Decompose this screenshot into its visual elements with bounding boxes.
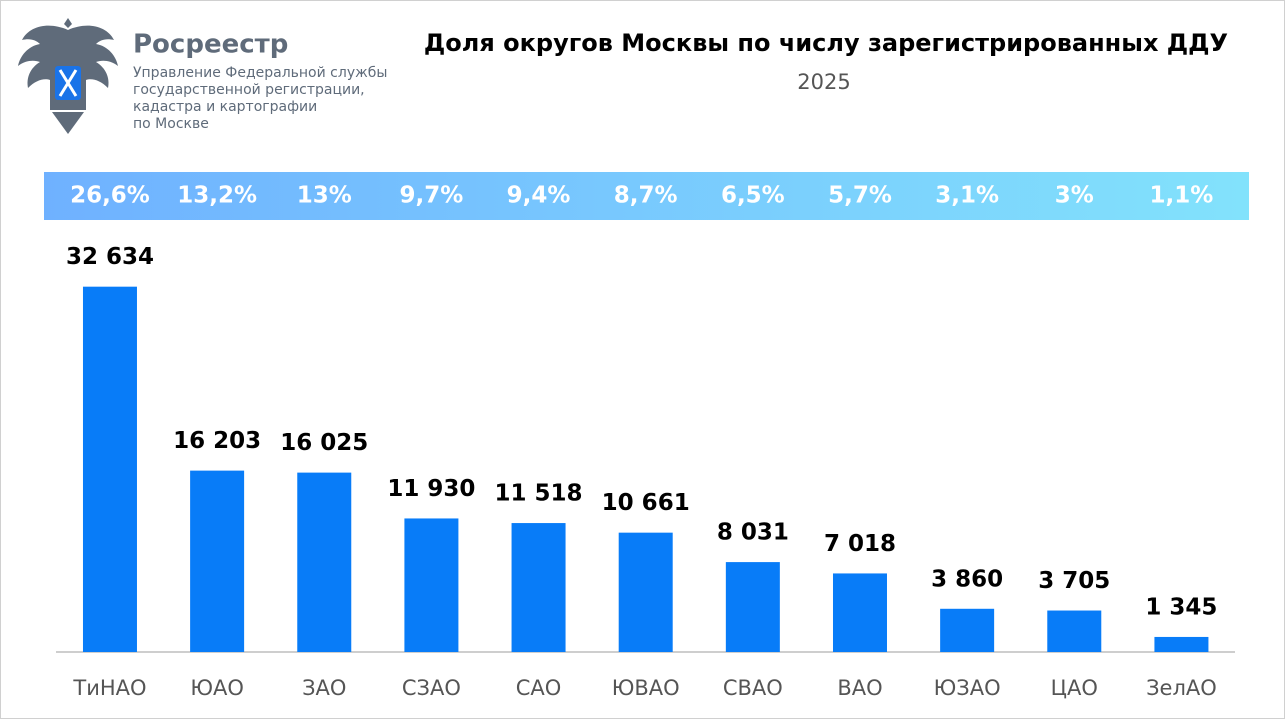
org-text: Управление Федеральной службыгосударстве… bbox=[133, 65, 387, 132]
bar bbox=[832, 573, 887, 652]
value-label: 32 634 bbox=[66, 244, 154, 270]
bar bbox=[190, 470, 245, 652]
share-label: 9,4% bbox=[507, 183, 571, 209]
bar bbox=[297, 472, 352, 652]
chart-title: Доля округов Москвы по числу зарегистрир… bbox=[424, 29, 1228, 57]
bar bbox=[1047, 610, 1102, 652]
share-label: 8,7% bbox=[614, 183, 678, 209]
share-label: 26,6% bbox=[70, 183, 150, 209]
bar bbox=[725, 562, 780, 652]
value-label: 1 345 bbox=[1145, 594, 1217, 620]
value-label: 11 930 bbox=[387, 476, 475, 502]
bar bbox=[940, 608, 995, 652]
value-label: 7 018 bbox=[824, 531, 896, 557]
x-tick-label: ЮЗАО bbox=[934, 676, 1001, 700]
value-label: 16 025 bbox=[280, 430, 368, 456]
value-label: 16 203 bbox=[173, 428, 261, 454]
share-label: 6,5% bbox=[721, 183, 785, 209]
value-label: 3 705 bbox=[1038, 568, 1110, 594]
x-tick-label: ТиНАО bbox=[72, 676, 146, 700]
share-label: 1,1% bbox=[1150, 183, 1214, 209]
x-tick-label: ВАО bbox=[837, 676, 882, 700]
org-line: государственной регистрации, bbox=[133, 82, 365, 98]
share-label: 3,1% bbox=[935, 183, 999, 209]
x-tick-label: ЮВАО bbox=[612, 676, 680, 700]
share-label: 13,2% bbox=[177, 183, 257, 209]
bar bbox=[618, 532, 673, 652]
x-tick-label: СЗАО bbox=[402, 676, 461, 700]
share-label: 5,7% bbox=[828, 183, 892, 209]
chart-subtitle: 2025 bbox=[797, 70, 850, 94]
share-label: 3% bbox=[1055, 183, 1094, 209]
value-label: 8 031 bbox=[717, 520, 789, 546]
value-label: 3 860 bbox=[931, 566, 1003, 592]
bar bbox=[82, 286, 137, 652]
x-tick-label: ЮАО bbox=[190, 676, 244, 700]
org-line: по Москве bbox=[133, 116, 209, 132]
share-label: 9,7% bbox=[400, 183, 464, 209]
x-tick-label: ЗАО bbox=[302, 676, 346, 700]
x-tick-label: ЦАО bbox=[1051, 676, 1098, 700]
value-label: 10 661 bbox=[602, 490, 690, 516]
org-line: кадастра и картографии bbox=[133, 99, 317, 115]
bar bbox=[404, 518, 459, 652]
share-label: 13% bbox=[297, 183, 352, 209]
bar bbox=[511, 523, 566, 652]
logo-emblem bbox=[18, 18, 118, 134]
value-label: 11 518 bbox=[495, 481, 583, 507]
brand: Росреестр bbox=[133, 30, 288, 60]
x-tick-label: ЗелАО bbox=[1146, 676, 1217, 700]
share-band bbox=[44, 172, 1249, 220]
bar bbox=[1154, 636, 1209, 652]
org-line: Управление Федеральной службы bbox=[133, 65, 387, 81]
x-tick-label: САО bbox=[516, 676, 562, 700]
x-tick-label: СВАО bbox=[723, 676, 783, 700]
